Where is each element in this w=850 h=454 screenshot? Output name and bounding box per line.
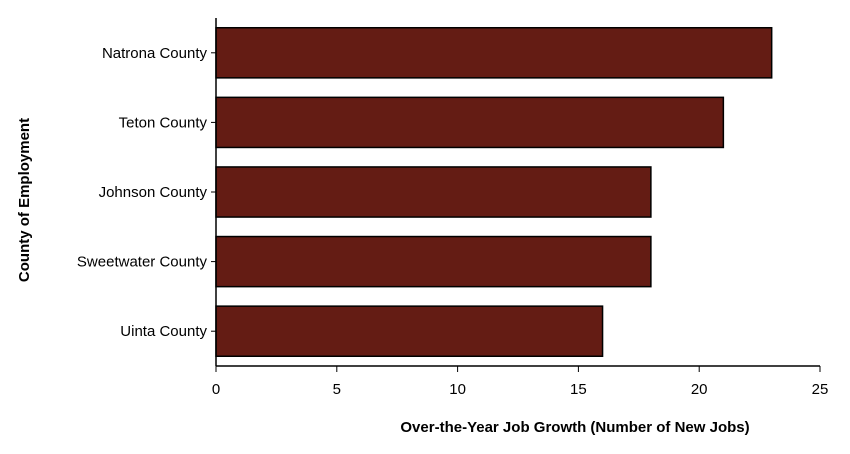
category-label: Uinta County	[120, 323, 207, 340]
bar-uinta-county	[215, 305, 604, 358]
bar-teton-county	[215, 96, 725, 149]
x-tick-label: 15	[570, 381, 587, 398]
category-label: Sweetwater County	[77, 254, 208, 271]
x-axis-title: Over-the-Year Job Growth (Number of New …	[400, 419, 749, 436]
x-tick-label: 5	[333, 381, 341, 398]
bars-layer	[215, 26, 773, 358]
x-tick-label: 25	[812, 381, 829, 398]
category-labels: Natrona County Teton County Johnson County…	[77, 45, 216, 340]
bar-natrona-county	[215, 26, 773, 79]
bar-johnson-county	[215, 166, 652, 218]
x-tick-label: 0	[212, 381, 220, 398]
category-label: Natrona County	[102, 45, 208, 62]
bar-sweetwater-county	[215, 235, 652, 288]
x-ticks: 0 5 10 15 20 25	[212, 366, 829, 398]
x-tick-label: 20	[691, 381, 708, 398]
category-label: Johnson County	[99, 184, 208, 201]
x-tick-label: 10	[449, 381, 466, 398]
category-label: Teton County	[119, 114, 208, 131]
y-axis-title: County of Employment	[16, 118, 33, 282]
